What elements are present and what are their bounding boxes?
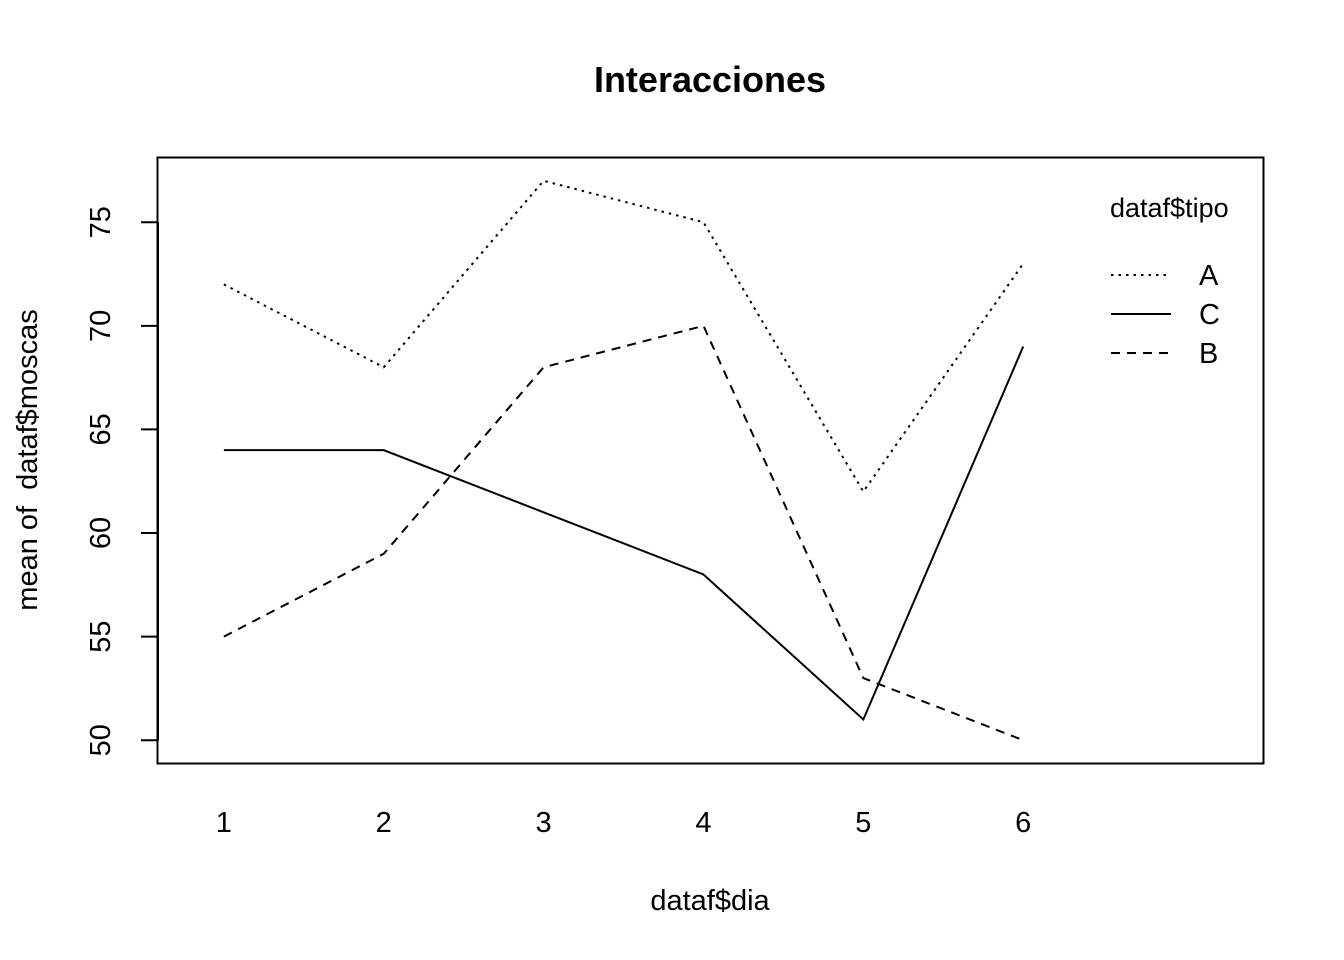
series-line-A	[223, 179, 1025, 494]
legend-label-C: C	[1199, 299, 1220, 331]
y-tick-label-55: 55	[85, 620, 117, 652]
legend-label-A: A	[1199, 260, 1219, 292]
legend-items: ACB	[1111, 260, 1220, 370]
x-tick-label-4: 4	[695, 807, 711, 839]
legend-title: dataf$tipo	[1110, 193, 1229, 223]
y-axis-label: mean of dataf$moscas	[12, 309, 44, 610]
x-tick-label-5: 5	[855, 807, 871, 839]
plot-frame	[156, 156, 1265, 765]
x-tick-label-3: 3	[536, 807, 552, 839]
legend: dataf$tipo ACB	[1110, 193, 1229, 370]
x-tick-label-2: 2	[376, 807, 392, 839]
y-tick-label-60: 60	[85, 517, 117, 549]
chart-title: Interacciones	[594, 59, 826, 100]
y-tick-label-75: 75	[85, 206, 117, 238]
y-tick-label-70: 70	[85, 310, 117, 342]
series-line-B	[223, 324, 1024, 742]
x-axis: 1 2 3 4 5 6	[216, 807, 1031, 839]
x-tick-label-1: 1	[216, 807, 232, 839]
legend-label-B: B	[1199, 338, 1218, 370]
series-line-C	[223, 346, 1025, 722]
y-tick-label-65: 65	[85, 413, 117, 445]
y-tick-label-50: 50	[85, 724, 117, 756]
x-axis-label: dataf$dia	[650, 885, 770, 917]
x-tick-label-6: 6	[1015, 807, 1031, 839]
series-layer	[223, 179, 1025, 742]
y-axis: 50 55 60 65 70 75	[85, 206, 159, 756]
